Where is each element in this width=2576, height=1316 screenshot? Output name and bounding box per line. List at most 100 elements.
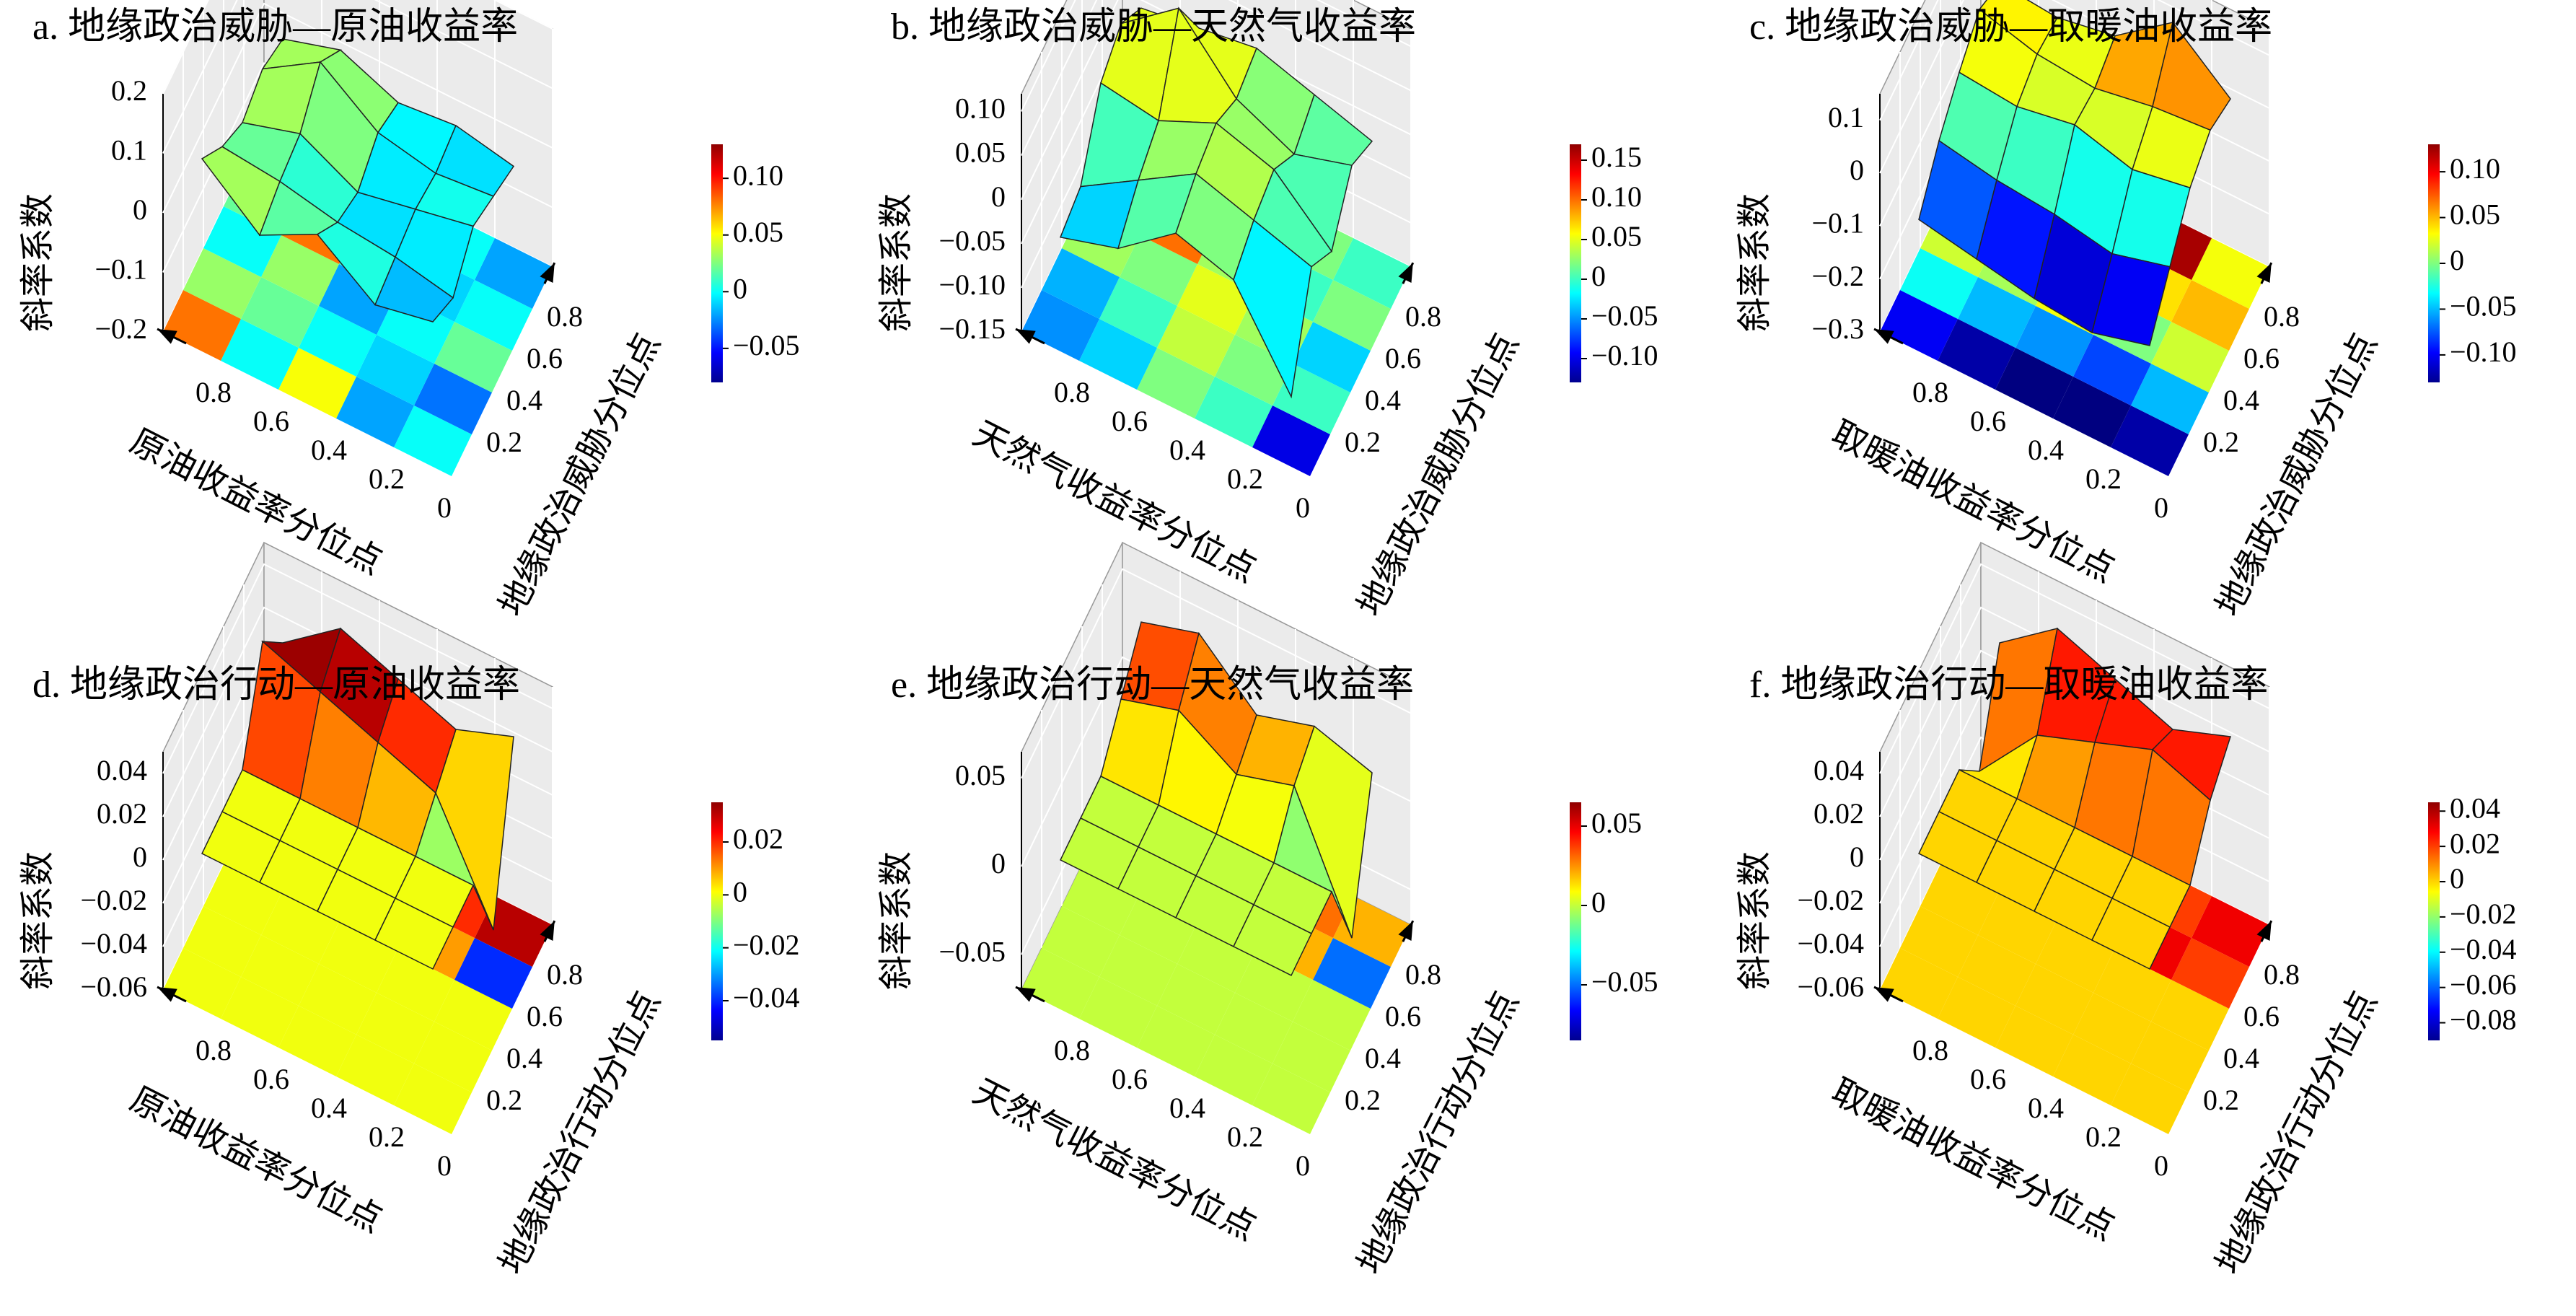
grid-line (1879, 0, 2270, 121)
floor-cell (221, 977, 299, 1048)
grid-line (1021, 568, 1412, 779)
floor-cell (1900, 906, 1978, 977)
floor-cell (278, 1006, 356, 1076)
floor-cell (2053, 1035, 2131, 1105)
y-tick-label: 0.2 (1345, 1084, 1381, 1116)
x-tick-label: 0.4 (1169, 434, 1205, 466)
z-tick-label: 0.02 (97, 797, 147, 830)
floor-cell (1293, 322, 1371, 392)
floor-cell (336, 377, 414, 447)
grid-line (1879, 563, 2270, 774)
z-tick-label: 0 (991, 847, 1006, 879)
colorbar (2428, 802, 2440, 1040)
floor-cell (1293, 980, 1371, 1050)
panel-title: d. 地缘政治行动—原油收益率 (32, 664, 520, 706)
floor-cell (1313, 938, 1391, 1009)
floor-cell (1042, 906, 1120, 977)
floor-cell (1195, 1035, 1272, 1105)
colorbar-tick-label: −0.06 (2450, 968, 2517, 1001)
surface-patch (2091, 253, 2171, 346)
floor-cell (2111, 1063, 2189, 1134)
floor-cell (2171, 280, 2249, 351)
colorbar-tick-label: 0.05 (1591, 807, 1642, 839)
floor-cell (2093, 951, 2171, 1022)
colorbar-tick-label: 0.10 (1591, 180, 1642, 213)
floor-cell (394, 1063, 472, 1134)
colorbar-tick-label: 0.05 (1591, 220, 1642, 253)
floor-cell (1137, 1006, 1215, 1076)
x-tick-label: 0.4 (1169, 1092, 1205, 1124)
floor-cell (278, 348, 356, 418)
floor-cell (2131, 364, 2209, 434)
colorbar-tick-label: −0.02 (2450, 898, 2517, 930)
floor-cell (1099, 935, 1177, 1006)
y-axis-label: 地缘政治行动分位点 (492, 985, 667, 1280)
z-tick-label: 0.04 (97, 754, 147, 786)
floor-cell (377, 951, 454, 1022)
y-tick-label: 0.8 (547, 958, 583, 991)
grid-line (162, 0, 553, 154)
surface-patch (1233, 903, 1312, 976)
colorbar-tick-label: −0.10 (2450, 335, 2517, 368)
grid-line (162, 606, 553, 817)
grid-line (1021, 0, 1412, 157)
x-tick-label: 0.8 (1054, 1034, 1090, 1066)
y-tick-label: 0.8 (547, 300, 583, 333)
y-tick-label: 0.2 (486, 426, 522, 458)
z-axis-label: 斜率系数 (19, 851, 57, 990)
x-tick-label: 0.2 (1227, 1120, 1263, 1153)
floor-cell (1252, 405, 1330, 476)
y-tick-label: 0.6 (2243, 1000, 2280, 1032)
x-tick-label: 0.2 (369, 1120, 405, 1153)
surface-patch (374, 897, 454, 970)
y-tick-label: 0.2 (1345, 426, 1381, 458)
y-tick-label: 0.4 (1365, 384, 1401, 416)
z-tick-label: 0 (1850, 154, 1864, 186)
floor-cell (299, 306, 377, 377)
axis-arrowhead (1016, 987, 1036, 1002)
floor-cell (2073, 335, 2151, 405)
x-tick-label: 0.8 (1912, 376, 1948, 408)
z-axis-label: 斜率系数 (877, 193, 915, 332)
panel-title: e. 地缘政治行动—天然气收益率 (891, 664, 1414, 706)
floor-cell (163, 290, 241, 361)
panel-title: c. 地缘政治威胁—取暖油收益率 (1749, 6, 2272, 48)
floor-cell (2073, 993, 2151, 1063)
colorbar-tick-label: 0 (733, 876, 747, 908)
panel: −0.2 −0.1 0 0.1 0.2 0 0.2 0.4 0.6 0.8 0.2 0.4 0.6 0.8… (19, 0, 800, 622)
floor-cell (1252, 1063, 1330, 1134)
z-tick-label: −0.02 (1797, 884, 1864, 916)
y-tick-label: 0.6 (527, 342, 563, 374)
floor-cell (2053, 377, 2131, 447)
floor-cell (261, 235, 339, 306)
floor-cell (1333, 238, 1411, 309)
axis-arrowhead (2256, 921, 2272, 941)
floor-cell (1995, 1006, 2073, 1076)
colorbar-tick-label: 0.15 (1591, 141, 1642, 173)
x-tick-label: 0.6 (1970, 1063, 2006, 1095)
floor-cell (163, 948, 241, 1019)
floor-cell (1120, 893, 1197, 964)
x-tick-label: 0 (437, 491, 452, 524)
z-tick-label: −0.06 (1797, 970, 1864, 1003)
floor-cell (1137, 348, 1215, 418)
x-tick-label: 0.4 (2028, 434, 2064, 466)
panel-title: b. 地缘政治威胁—天然气收益率 (891, 6, 1416, 48)
floor-cell (2151, 322, 2229, 392)
colorbar-tick-label: −0.04 (2450, 933, 2517, 965)
colorbar (2428, 144, 2440, 382)
colorbar-tick-label: 0.02 (2450, 827, 2500, 859)
surface-patch (2091, 897, 2171, 970)
axis-arrowhead (2256, 263, 2272, 283)
y-tick-label: 0.2 (486, 1084, 522, 1116)
colorbar-tick-label: 0 (1591, 260, 1606, 292)
floor-cell (1215, 335, 1293, 405)
grid-line (1021, 0, 1412, 201)
floor-cell (1042, 248, 1120, 319)
colorbar (1570, 144, 1581, 382)
y-tick-label: 0.8 (1405, 958, 1441, 991)
floor-cell (1958, 935, 2036, 1006)
z-tick-label: −0.04 (1797, 927, 1864, 960)
